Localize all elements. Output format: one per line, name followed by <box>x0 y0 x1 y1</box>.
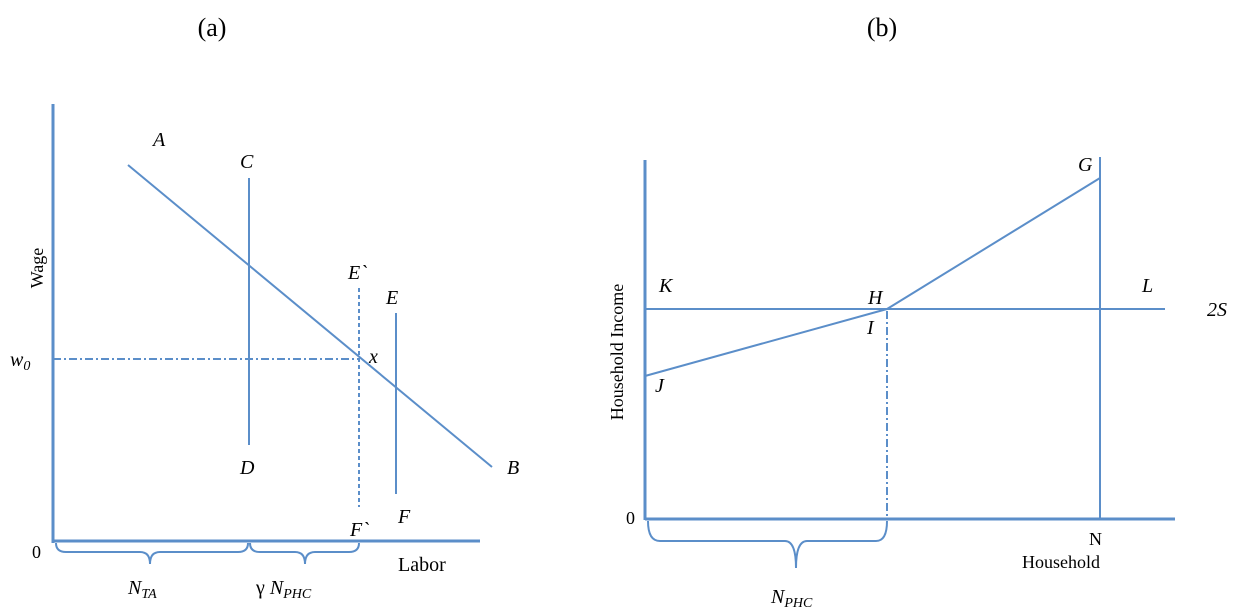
point-g-label: G <box>1078 154 1093 176</box>
panel-a-caption: (a) <box>198 13 227 42</box>
point-f-label: F <box>397 506 411 528</box>
point-c-label: C <box>240 151 254 173</box>
demand-line-ab <box>127 164 493 468</box>
line-jh <box>644 308 888 377</box>
point-n-label: N <box>1089 529 1102 549</box>
line-hg <box>886 177 1101 310</box>
two-s-label: 2S <box>1207 299 1227 321</box>
panel-a: (a) Wage Labor 0 A B C D E F E` F` w0 x … <box>10 13 519 602</box>
brace-gamma-n-phc <box>249 542 360 565</box>
point-i-label: I <box>866 317 875 339</box>
point-f-prime-label: F` <box>349 519 369 541</box>
household-axis-label: Household <box>1022 552 1100 572</box>
point-k-label: K <box>658 275 674 297</box>
household-income-axis-label: Household Income <box>607 284 627 420</box>
labor-axis-label: Labor <box>398 554 446 576</box>
origin-label-a: 0 <box>32 542 41 562</box>
point-d-label: D <box>239 457 255 479</box>
point-j-label: J <box>655 375 665 397</box>
point-e-label: E <box>385 287 398 309</box>
brace-n-ta <box>55 542 249 565</box>
point-l-label: L <box>1141 275 1153 297</box>
point-a-label: A <box>151 129 166 151</box>
point-e-prime-label: E` <box>347 262 367 284</box>
origin-label-b: 0 <box>626 508 635 528</box>
brace-n-phc <box>647 520 888 569</box>
panel-b-caption: (b) <box>867 13 897 42</box>
n-phc-label: NPHC <box>770 586 813 607</box>
wage-axis-label: Wage <box>27 248 47 289</box>
point-h-label: H <box>867 287 884 309</box>
gamma-n-phc-label: γ NPHC <box>255 577 312 602</box>
panel-b: (b) Household Income Household 0 K L 2S … <box>607 13 1227 607</box>
point-b-label: B <box>507 457 519 479</box>
point-x-label: x <box>368 346 378 368</box>
w0-label: w0 <box>10 349 30 374</box>
n-ta-label: NTA <box>127 577 157 602</box>
